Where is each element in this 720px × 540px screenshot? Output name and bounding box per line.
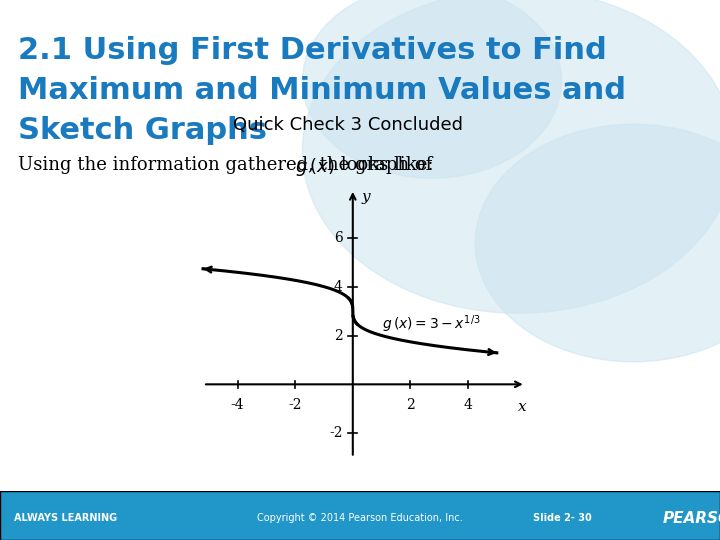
- Text: -4: -4: [231, 398, 244, 412]
- Text: $g\,(x) = 3 - x^{1/3}$: $g\,(x) = 3 - x^{1/3}$: [382, 314, 480, 335]
- Circle shape: [302, 0, 720, 313]
- Text: 2: 2: [406, 398, 415, 412]
- Text: 2.1 Using First Derivatives to Find: 2.1 Using First Derivatives to Find: [18, 36, 607, 65]
- Text: 4: 4: [334, 280, 343, 294]
- Circle shape: [302, 0, 562, 178]
- Text: x: x: [518, 400, 527, 414]
- FancyBboxPatch shape: [0, 491, 720, 540]
- Text: -2: -2: [329, 426, 343, 440]
- Circle shape: [475, 124, 720, 362]
- Text: -2: -2: [289, 398, 302, 412]
- Text: 4: 4: [464, 398, 472, 412]
- Text: 2: 2: [334, 328, 343, 342]
- Text: Copyright © 2014 Pearson Education, Inc.: Copyright © 2014 Pearson Education, Inc.: [257, 513, 463, 523]
- Text: looks like:: looks like:: [335, 156, 433, 174]
- Text: Sketch Graphs: Sketch Graphs: [18, 116, 267, 145]
- Text: Slide 2- 30: Slide 2- 30: [533, 513, 592, 523]
- Text: Maximum and Minimum Values and: Maximum and Minimum Values and: [18, 76, 626, 105]
- Text: Quick Check 3 Concluded: Quick Check 3 Concluded: [233, 116, 463, 134]
- Text: 6: 6: [334, 231, 343, 245]
- Text: $g\,(x)$: $g\,(x)$: [295, 156, 335, 178]
- Text: Using the information gathered, the graph of: Using the information gathered, the grap…: [18, 156, 438, 174]
- Text: ALWAYS LEARNING: ALWAYS LEARNING: [14, 513, 117, 523]
- Text: y: y: [361, 190, 370, 204]
- Text: PEARSON: PEARSON: [662, 511, 720, 525]
